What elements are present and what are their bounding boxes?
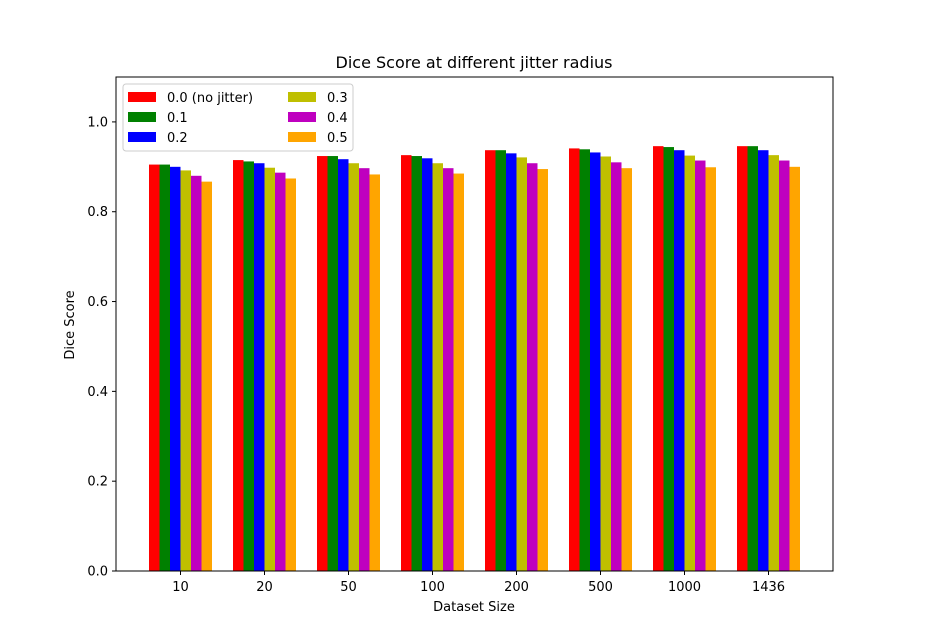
legend: 0.0 (no jitter) 0.1 0.2 0.3 0.4 0.5 [122,83,354,152]
bar-50-series-2 [338,159,349,571]
bar-500-series-1 [579,149,590,572]
legend-label: 0.1 [167,111,188,126]
bar-100-series-4 [443,168,454,572]
bar-20-series-2 [254,163,265,572]
bar-1436-series-0 [737,146,748,571]
y-tick-label: 0.6 [87,295,108,310]
x-tick-label: 1000 [668,580,701,595]
bar-100-series-0 [401,155,412,571]
bar-200-series-5 [537,169,548,571]
bar-20-series-3 [264,167,275,571]
bar-50-series-1 [327,156,338,572]
bar-200-series-2 [506,153,517,571]
x-tick-label: 50 [340,580,357,595]
bar-50-series-4 [359,168,370,572]
x-tick-label: 200 [504,580,529,595]
bar-1000-series-1 [663,147,674,571]
legend-swatch [288,112,316,122]
x-tick-label: 10 [172,580,189,595]
legend-label: 0.5 [327,131,348,146]
bar-500-series-2 [590,152,601,571]
legend-swatch [288,92,316,102]
bar-1000-series-5 [705,167,716,571]
bar-20-series-0 [233,160,244,571]
bar-500-series-5 [621,168,632,572]
bar-500-series-3 [600,156,611,572]
bar-20-series-4 [275,172,286,571]
bar-1436-series-4 [779,160,790,571]
bar-50-series-3 [348,163,359,572]
plot-area [149,146,800,572]
bar-20-series-5 [285,178,296,572]
bar-1000-series-0 [653,146,664,571]
bar-1436-series-5 [789,166,800,571]
x-tick-label: 100 [420,580,445,595]
x-axis: 10 20 50 100 200 500 1000 1436 [172,571,785,595]
bar-10-series-3 [180,170,191,571]
legend-label: 0.4 [327,111,348,126]
bar-500-series-4 [611,162,622,571]
legend-swatch [288,132,316,142]
y-tick-label: 0.4 [87,385,108,400]
bar-10-series-4 [191,175,202,572]
legend-label: 0.3 [327,91,348,106]
bar-200-series-1 [495,150,506,571]
bar-200-series-3 [516,157,527,571]
bar-10-series-1 [159,164,170,571]
x-tick-label: 20 [256,580,273,595]
bar-500-series-0 [569,148,580,571]
legend-swatch [128,132,156,142]
legend-label: 0.2 [167,131,188,146]
bar-1436-series-1 [747,146,758,571]
bar-50-series-0 [317,156,328,572]
x-tick-label: 500 [588,580,613,595]
plot-frame [115,76,834,572]
y-tick-label: 1.0 [87,115,108,130]
bar-1436-series-3 [768,155,779,571]
bar-100-series-3 [432,163,443,572]
bar-10-series-0 [149,164,160,571]
bar-1436-series-2 [758,150,769,571]
legend-label: 0.0 (no jitter) [167,91,253,106]
bar-50-series-5 [369,174,380,571]
y-tick-label: 0.8 [87,205,108,220]
y-axis-label: Dice Score [63,290,78,359]
y-axis: 0.0 0.2 0.4 0.6 0.8 1.0 [87,115,116,580]
bar-100-series-1 [411,156,422,572]
bar-100-series-2 [422,158,433,572]
chart-title: Dice Score at different jitter radius [336,53,613,72]
bar-1000-series-2 [674,150,685,571]
x-axis-label: Dataset Size [433,600,515,615]
legend-swatch [128,92,156,102]
bar-10-series-2 [170,166,181,571]
bar-20-series-1 [243,161,254,571]
bar-200-series-4 [527,163,538,572]
bar-10-series-5 [201,181,212,571]
bar-1000-series-3 [684,155,695,571]
bar-1000-series-4 [695,160,706,571]
bar-100-series-5 [453,173,464,572]
x-tick-label: 1436 [752,580,785,595]
bar-200-series-0 [485,150,496,571]
y-tick-label: 0.2 [87,475,108,490]
legend-swatch [128,112,156,122]
y-tick-label: 0.0 [87,565,108,580]
